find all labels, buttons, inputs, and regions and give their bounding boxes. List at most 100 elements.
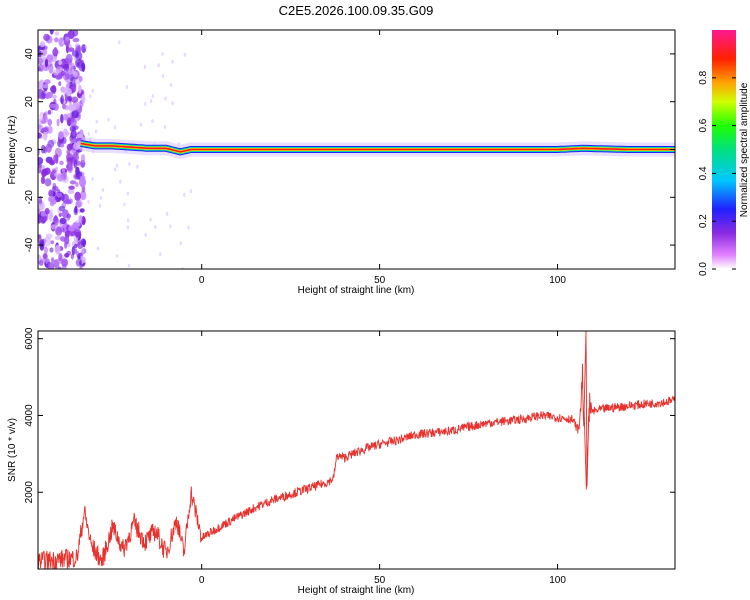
noise-blob <box>38 234 42 243</box>
noise-blob <box>181 266 184 269</box>
noise-blob <box>123 202 126 207</box>
noise-blob <box>95 129 98 134</box>
spectrogram-ytick-label: 40 <box>24 48 35 60</box>
noise-blob <box>58 60 63 66</box>
noise-blob <box>38 196 42 206</box>
noise-blob <box>126 225 130 230</box>
noise-blob <box>54 103 59 110</box>
noise-blob <box>80 190 87 201</box>
noise-blob <box>40 144 46 154</box>
spectrogram-ytick-label: -20 <box>24 190 35 205</box>
noise-blob <box>41 165 46 170</box>
noise-blob <box>74 173 79 179</box>
noise-blob <box>149 98 153 103</box>
snr-ytick-label: 6000 <box>24 327 35 350</box>
noise-blob <box>125 85 129 90</box>
noise-blob <box>144 102 147 107</box>
noise-blob <box>73 151 77 160</box>
noise-blob <box>151 119 154 124</box>
noise-blob <box>64 253 70 258</box>
noise-blob <box>154 225 157 230</box>
snr-ylabel: SNR (10 * v/v) <box>7 418 18 482</box>
noise-blob <box>58 131 64 140</box>
noise-blob <box>53 69 60 76</box>
spectrogram-ytick-label: 20 <box>24 96 35 108</box>
noise-blob <box>144 232 147 237</box>
noise-blob <box>91 88 95 93</box>
noise-blob <box>54 235 62 241</box>
noise-blob <box>84 44 88 49</box>
noise-blob <box>51 94 57 99</box>
noise-blob <box>42 84 49 89</box>
noise-blob <box>65 87 72 97</box>
noise-blob <box>165 211 169 216</box>
noise-blob <box>66 143 73 151</box>
noise-blob <box>189 189 193 194</box>
ridge-core <box>80 142 675 153</box>
noise-blob <box>179 241 182 246</box>
noise-blob <box>69 180 77 185</box>
noise-blob <box>49 247 54 253</box>
noise-blob <box>59 217 67 225</box>
noise-blob <box>42 48 48 56</box>
noise-blob <box>67 96 72 102</box>
snr-panel: 0 50 100 2000 4000 6000 Height of straight li… <box>7 327 676 596</box>
colorbar-label: Normalized spectral amplitude <box>739 82 750 217</box>
colorbar-tick-label: 0.2 <box>698 214 709 228</box>
noise-blob <box>91 177 94 182</box>
noise-blob <box>46 54 54 63</box>
spectrogram-ridge <box>79 136 675 160</box>
noise-blob <box>54 244 61 255</box>
noise-blob <box>58 81 62 87</box>
spectrogram-xtick-label: 50 <box>374 275 386 286</box>
noise-blob <box>151 94 155 99</box>
noise-blob <box>139 122 143 127</box>
colorbar-tick-label: 0.6 <box>698 118 709 132</box>
noise-blob <box>87 199 90 204</box>
noise-blob <box>149 217 152 222</box>
noise-blob <box>58 37 65 47</box>
noise-blob <box>40 176 46 185</box>
noise-blob <box>118 40 121 45</box>
noise-blob <box>183 52 187 57</box>
noise-blob <box>60 143 65 148</box>
colorbar-tick-label: 0.0 <box>698 262 709 276</box>
colorbar: 0.0 0.2 0.4 0.6 0.8 Normalized spectral ampl… <box>698 30 750 276</box>
noise-blob <box>42 127 49 133</box>
snr-xtick-label: 100 <box>549 575 566 586</box>
noise-blob <box>44 110 48 117</box>
noise-blob <box>89 94 92 99</box>
noise-blob <box>171 101 174 106</box>
noise-blob <box>44 58 49 68</box>
noise-blob <box>38 132 42 139</box>
noise-blob <box>95 119 98 124</box>
noise-blob <box>43 236 52 247</box>
noise-blob <box>78 76 83 82</box>
noise-blob <box>61 168 65 173</box>
noise-blob <box>47 109 52 115</box>
noise-blob <box>69 73 74 82</box>
noise-blob <box>163 124 167 129</box>
noise-blob <box>74 191 81 202</box>
noise-blob <box>119 179 122 184</box>
noise-blob <box>66 149 71 155</box>
noise-blob <box>66 68 71 75</box>
noise-blob <box>41 90 46 99</box>
noise-blob <box>45 233 53 239</box>
noise-blob <box>47 118 53 126</box>
spectrogram-ylabel: Frequency (Hz) <box>7 116 18 185</box>
noise-blob <box>99 195 103 200</box>
noise-blob <box>58 252 63 262</box>
noise-blob <box>115 253 119 258</box>
noise-blob <box>62 171 67 181</box>
noise-blob <box>81 94 86 104</box>
noise-blob <box>62 73 70 80</box>
noise-blob <box>81 185 86 193</box>
noise-blob <box>44 178 52 187</box>
noise-blob <box>171 59 174 64</box>
noise-blob <box>68 225 76 232</box>
spectrogram-xtick-label: 0 <box>199 275 205 286</box>
noise-blob <box>42 130 48 141</box>
noise-blob <box>127 263 131 268</box>
noise-blob <box>107 117 110 122</box>
